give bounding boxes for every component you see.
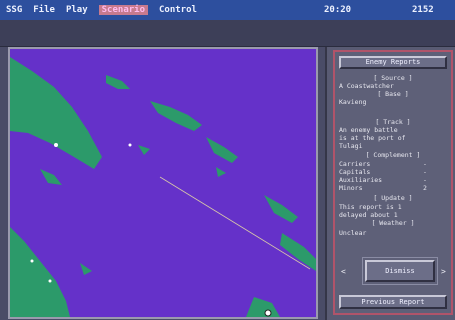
land-islet-3: [216, 167, 226, 177]
base-marker[interactable]: [30, 259, 34, 263]
land-solomons: [264, 195, 298, 223]
land-islet-1: [40, 169, 62, 185]
land-new-britain: [150, 101, 202, 131]
update-line-1: This report is 1: [339, 203, 402, 211]
weather-text: Unclear: [339, 229, 367, 237]
menu-file[interactable]: File: [33, 5, 55, 15]
base-marker[interactable]: [48, 279, 52, 283]
source-text: A Coastwatcher: [339, 82, 394, 90]
ocean: [10, 49, 316, 317]
menu-control[interactable]: Control: [159, 5, 197, 15]
menu-scenario[interactable]: Scenario: [98, 5, 148, 15]
update-header: [ Update ]: [373, 194, 413, 202]
land-australia: [10, 227, 70, 317]
complement-label: Minors: [339, 184, 363, 192]
track-line: [159, 176, 311, 270]
dismiss-button[interactable]: Dismiss: [362, 257, 438, 285]
complement-header: [ Complement ]: [365, 151, 421, 159]
menu-bar: SSG File Play Scenario Control 20:20 215…: [0, 0, 455, 20]
map-view[interactable]: [8, 47, 318, 319]
complement-label: Capitals: [339, 168, 371, 176]
complement-label: Auxiliaries: [339, 176, 383, 184]
complement-value: -: [423, 168, 427, 176]
land-south-island: [246, 297, 280, 317]
prev-report-arrow[interactable]: <: [341, 267, 346, 276]
land-new-guinea: [10, 57, 102, 169]
next-report-arrow[interactable]: >: [441, 267, 446, 276]
base-header: [ Base ]: [377, 90, 409, 98]
base-marker[interactable]: [54, 143, 58, 147]
report-panel: Enemy Reports [ Source ] A Coastwatcher …: [333, 50, 453, 315]
land-new-ireland: [106, 75, 130, 89]
complement-label: Carriers: [339, 160, 371, 168]
base-text: Kavieng: [339, 98, 367, 106]
toolbar-strip: [0, 20, 455, 47]
menu-play[interactable]: Play: [65, 5, 88, 15]
track-header: [ Track ]: [375, 118, 411, 126]
enemy-reports-button[interactable]: Enemy Reports: [339, 56, 447, 69]
land-guadalcanal: [280, 233, 316, 271]
track-line-2: is at the port of: [339, 134, 406, 142]
base-marker[interactable]: [128, 143, 132, 147]
clock-date: 2152: [412, 5, 434, 15]
weather-header: [ Weather ]: [371, 219, 415, 227]
menu-ssg[interactable]: SSG: [6, 5, 23, 15]
land-islet-4: [80, 263, 92, 275]
track-line-1: An enemy battle: [339, 126, 398, 134]
previous-report-button[interactable]: Previous Report: [339, 295, 447, 309]
update-line-2: delayed about 1: [339, 211, 398, 219]
complement-value: -: [423, 176, 427, 184]
land-bougainville: [206, 137, 238, 163]
side-panel: Enemy Reports [ Source ] A Coastwatcher …: [325, 47, 455, 320]
land-islet-2: [138, 145, 150, 155]
unit-marker[interactable]: [264, 309, 272, 317]
ocean-map[interactable]: [10, 49, 316, 317]
track-line-3: Tulagi: [339, 142, 363, 150]
clock-time: 20:20: [324, 5, 352, 15]
complement-value: -: [423, 160, 427, 168]
source-header: [ Source ]: [373, 74, 413, 82]
complement-value: 2: [423, 184, 427, 192]
